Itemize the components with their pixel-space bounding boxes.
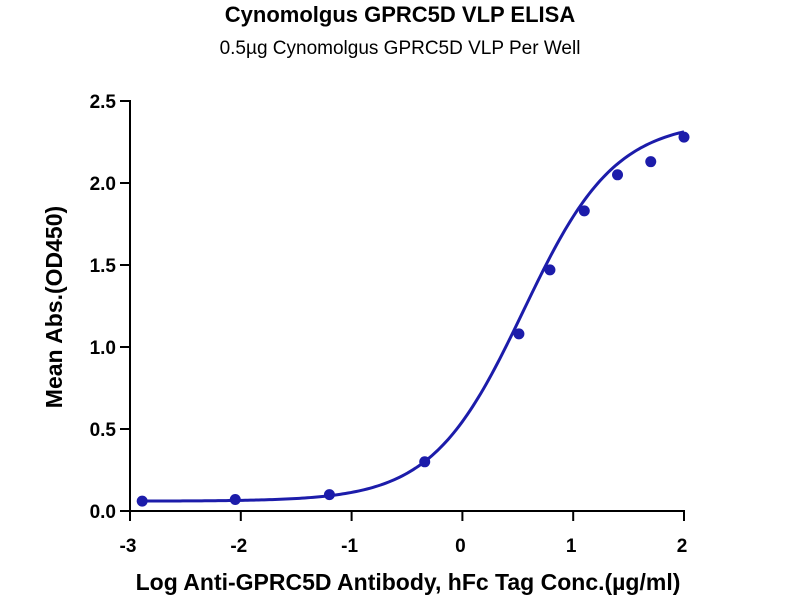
x-tick-label: -2	[230, 536, 247, 557]
data-point	[136, 495, 148, 507]
data-point	[323, 489, 335, 501]
data-point	[544, 264, 556, 276]
y-tick-label: 0.5	[90, 420, 117, 441]
data-point	[419, 456, 431, 468]
y-tick-label: 1.5	[90, 256, 117, 277]
data-point	[513, 328, 525, 340]
y-tick-label: 0.0	[90, 502, 116, 523]
x-axis-label: Log Anti-GPRC5D Antibody, hFc Tag Conc.(…	[136, 569, 681, 595]
data-point	[645, 156, 657, 168]
chart-title: Cynomolgus GPRC5D VLP ELISA	[224, 2, 576, 27]
fit-curve	[142, 130, 685, 503]
axes: 0.0 0.5 1.0 1.5 2.0 2.5 -3 -2 -1 0 1 2	[90, 92, 688, 557]
x-tick-label: 1	[566, 536, 577, 557]
y-tick-label: 1.0	[90, 338, 116, 359]
y-tick-label: 2.0	[90, 174, 116, 195]
data-point	[229, 494, 241, 506]
data-points-layer	[136, 131, 690, 507]
y-axis-label: Mean Abs.(OD450)	[41, 206, 67, 408]
x-tick-label: 0	[455, 536, 466, 557]
x-tick-label: -3	[120, 536, 137, 557]
x-tick-label: -1	[341, 536, 358, 557]
data-point	[678, 131, 690, 143]
chart-subtitle: 0.5µg Cynomolgus GPRC5D VLP Per Well	[219, 38, 581, 59]
data-point	[612, 169, 624, 181]
y-tick-label: 2.5	[90, 92, 117, 113]
fit-curve-layer	[142, 130, 685, 503]
data-point	[578, 205, 590, 217]
x-tick-label: 2	[677, 536, 688, 557]
